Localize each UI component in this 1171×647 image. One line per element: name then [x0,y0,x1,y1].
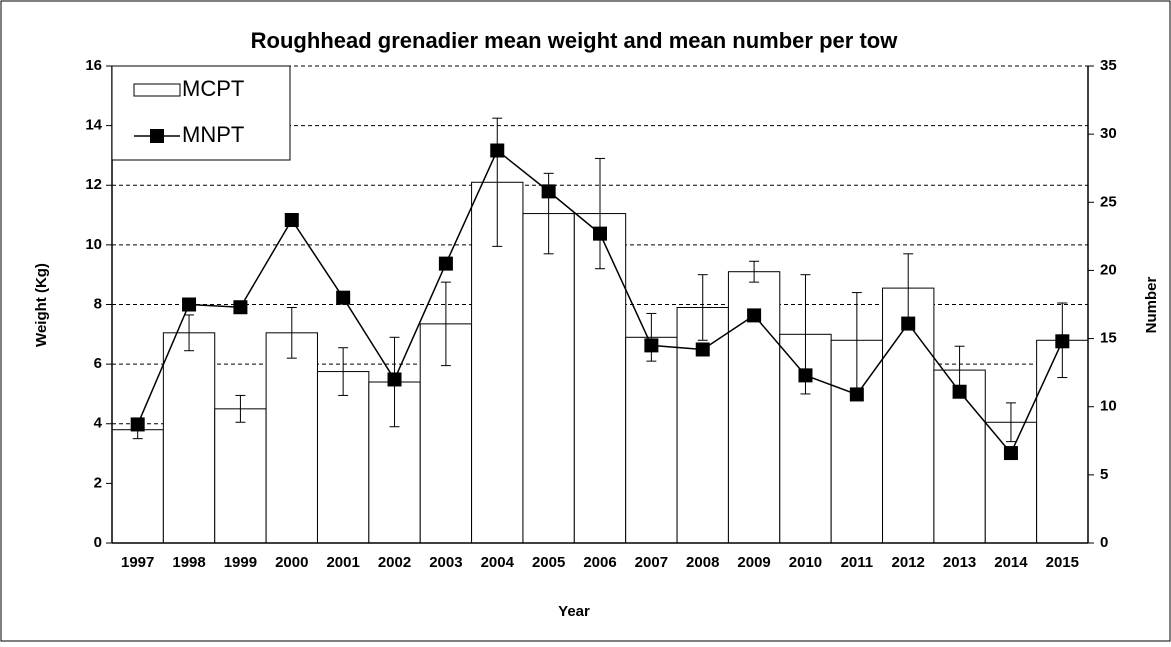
marker [952,384,967,399]
y2-tick-label: 15 [1100,330,1117,347]
y2-tick-label: 20 [1100,261,1117,278]
marker [747,308,762,323]
y2-tick-label: 10 [1100,398,1117,415]
y-axis-label: Weight (Kg) [33,263,50,347]
y2-tick-label: 30 [1100,125,1117,142]
x-tick-label: 2010 [789,554,822,571]
bar [162,332,216,544]
y2-tick-label: 5 [1100,466,1108,483]
bar [625,336,678,544]
bar [522,213,575,544]
y2-tick-label: 0 [1100,534,1108,551]
y-tick-label: 16 [85,57,102,74]
error-bar [338,347,349,396]
bar [111,429,164,544]
y2-axis-label: Number [1143,277,1160,334]
legend-label: MCPT [182,76,244,101]
y-tick-label: 12 [85,176,102,193]
bar [316,371,370,544]
error-bar [595,157,605,270]
x-tick-label: 2011 [841,554,874,571]
error-bar [440,281,451,367]
bar [214,408,267,544]
legend-marker [150,129,164,143]
y-tick-label: 2 [94,474,102,491]
error-bar [235,394,246,423]
error-bar [286,306,297,359]
marker [130,417,145,432]
legend-box [111,65,291,161]
x-tick-label: 1999 [224,554,257,571]
x-tick-label: 1997 [121,554,154,571]
y-tick-label: 0 [94,534,102,551]
bar [984,421,1038,544]
x-tick-label: 2009 [737,554,770,571]
y-tick-label: 4 [94,415,103,432]
marker [490,143,505,158]
x-tick-label: 2012 [892,554,925,571]
x-tick-label: 1998 [172,554,205,571]
marker [849,387,864,402]
marker [1003,446,1018,461]
legend-label: MNPT [182,122,244,147]
legend-swatch [133,83,181,97]
marker [233,300,248,315]
y-tick-label: 10 [85,236,102,253]
y-tick-label: 6 [94,355,102,372]
marker [798,368,813,383]
bar [882,287,935,544]
x-tick-label: 2002 [378,554,411,571]
y2-tick-label: 25 [1100,193,1117,210]
bar [265,332,318,544]
marker [901,316,916,331]
marker [438,256,453,271]
marker [695,342,710,357]
x-tick-label: 2000 [275,554,308,571]
x-tick-label: 2006 [583,554,616,571]
error-bar [646,312,657,362]
x-axis-label: Year [558,603,590,620]
marker [1055,334,1070,349]
error-bar [697,274,708,341]
marker [541,184,556,199]
x-tick-label: 2003 [429,554,462,571]
x-tick-label: 2001 [326,554,359,571]
x-tick-label: 2005 [532,554,565,571]
marker [182,297,197,312]
y2-tick-label: 35 [1100,57,1117,74]
y-tick-label: 14 [85,117,102,134]
x-tick-label: 2014 [994,554,1028,571]
marker [284,213,299,228]
bar [933,369,986,544]
y-tick-label: 8 [94,295,102,312]
x-tick-label: 2004 [481,554,515,571]
error-bar [749,260,760,283]
marker [387,372,402,387]
marker [593,226,607,241]
marker [644,338,659,353]
error-bar [184,314,195,352]
x-tick-label: 2015 [1046,554,1079,571]
marker [336,290,351,305]
error-bar [1005,402,1016,443]
x-tick-label: 2008 [686,554,719,571]
error-bar [492,117,503,247]
x-tick-label: 2007 [635,554,668,571]
chart-title: Roughhead grenadier mean weight and mean… [251,28,899,53]
x-tick-label: 2013 [943,554,976,571]
